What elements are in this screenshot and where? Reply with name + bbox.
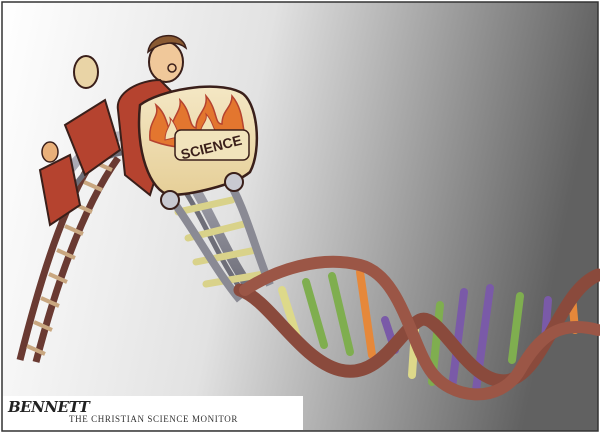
dna-helix <box>233 255 600 401</box>
artist-signature: BENNETT <box>8 398 90 416</box>
coaster-car-front: SCIENCE <box>116 78 259 210</box>
coaster-car-rear <box>38 55 122 227</box>
credit-strip <box>3 396 303 430</box>
publication-credit: THE CHRISTIAN SCIENCE MONITOR <box>69 414 238 424</box>
